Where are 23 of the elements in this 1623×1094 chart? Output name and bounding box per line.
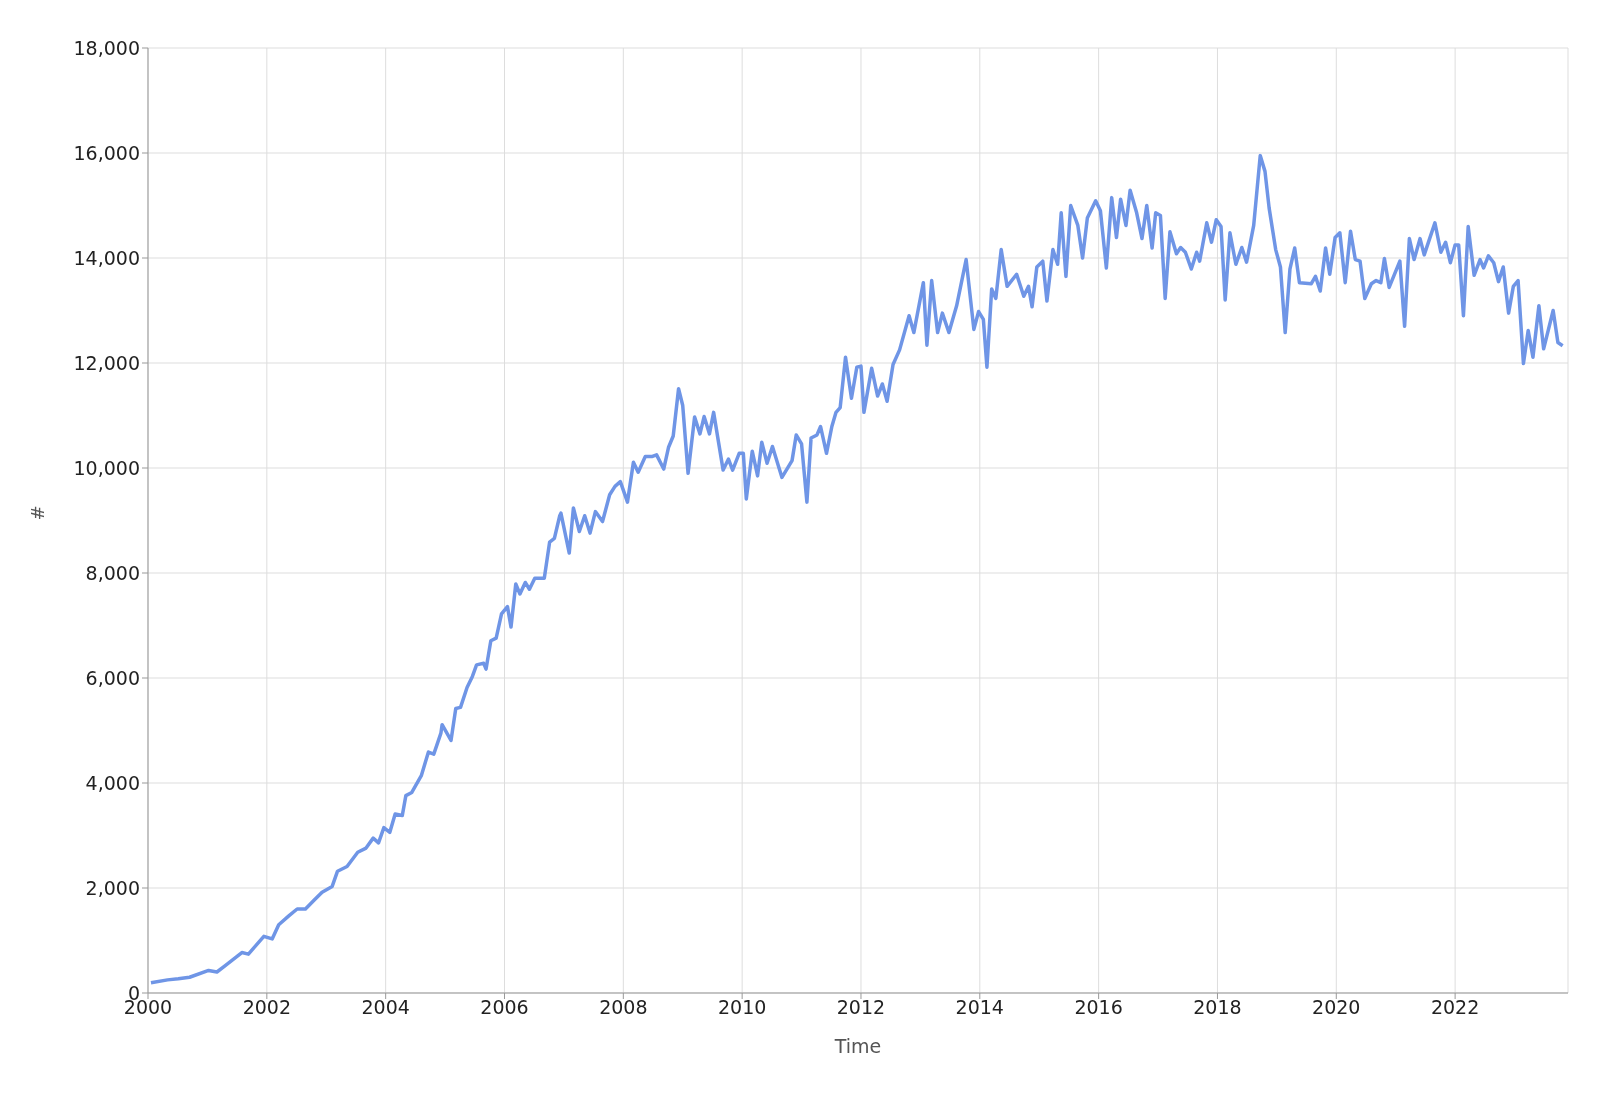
y-tick-label: 18,000	[73, 36, 140, 59]
y-tick-label: 4,000	[85, 771, 140, 794]
x-tick-label: 2012	[836, 996, 886, 1019]
y-axis-title: #	[27, 505, 49, 521]
x-tick-label: 2016	[1074, 996, 1123, 1019]
x-tick-label: 2006	[480, 996, 529, 1019]
x-tick-label: 2008	[599, 996, 648, 1019]
x-tick-label: 2022	[1430, 996, 1480, 1019]
y-tick-label: 10,000	[73, 456, 140, 479]
line-series	[149, 153, 1565, 985]
x-tick-label: 2004	[361, 996, 410, 1019]
y-tick-label: 6,000	[85, 666, 140, 689]
x-tick-label: 2014	[955, 996, 1004, 1019]
y-tick-label: 14,000	[73, 246, 140, 269]
y-tick-label: 8,000	[85, 561, 140, 584]
y-tick-label: 16,000	[73, 141, 140, 164]
y-tick-label: 12,000	[73, 351, 140, 374]
x-tick-label: 2018	[1193, 996, 1242, 1019]
x-axis-title: Time	[833, 1035, 882, 1057]
x-tick-label: 2010	[717, 996, 767, 1019]
x-tick-label: 2020	[1312, 996, 1361, 1019]
y-tick-label: 2,000	[85, 876, 140, 899]
x-tick-label: 2002	[242, 996, 292, 1019]
